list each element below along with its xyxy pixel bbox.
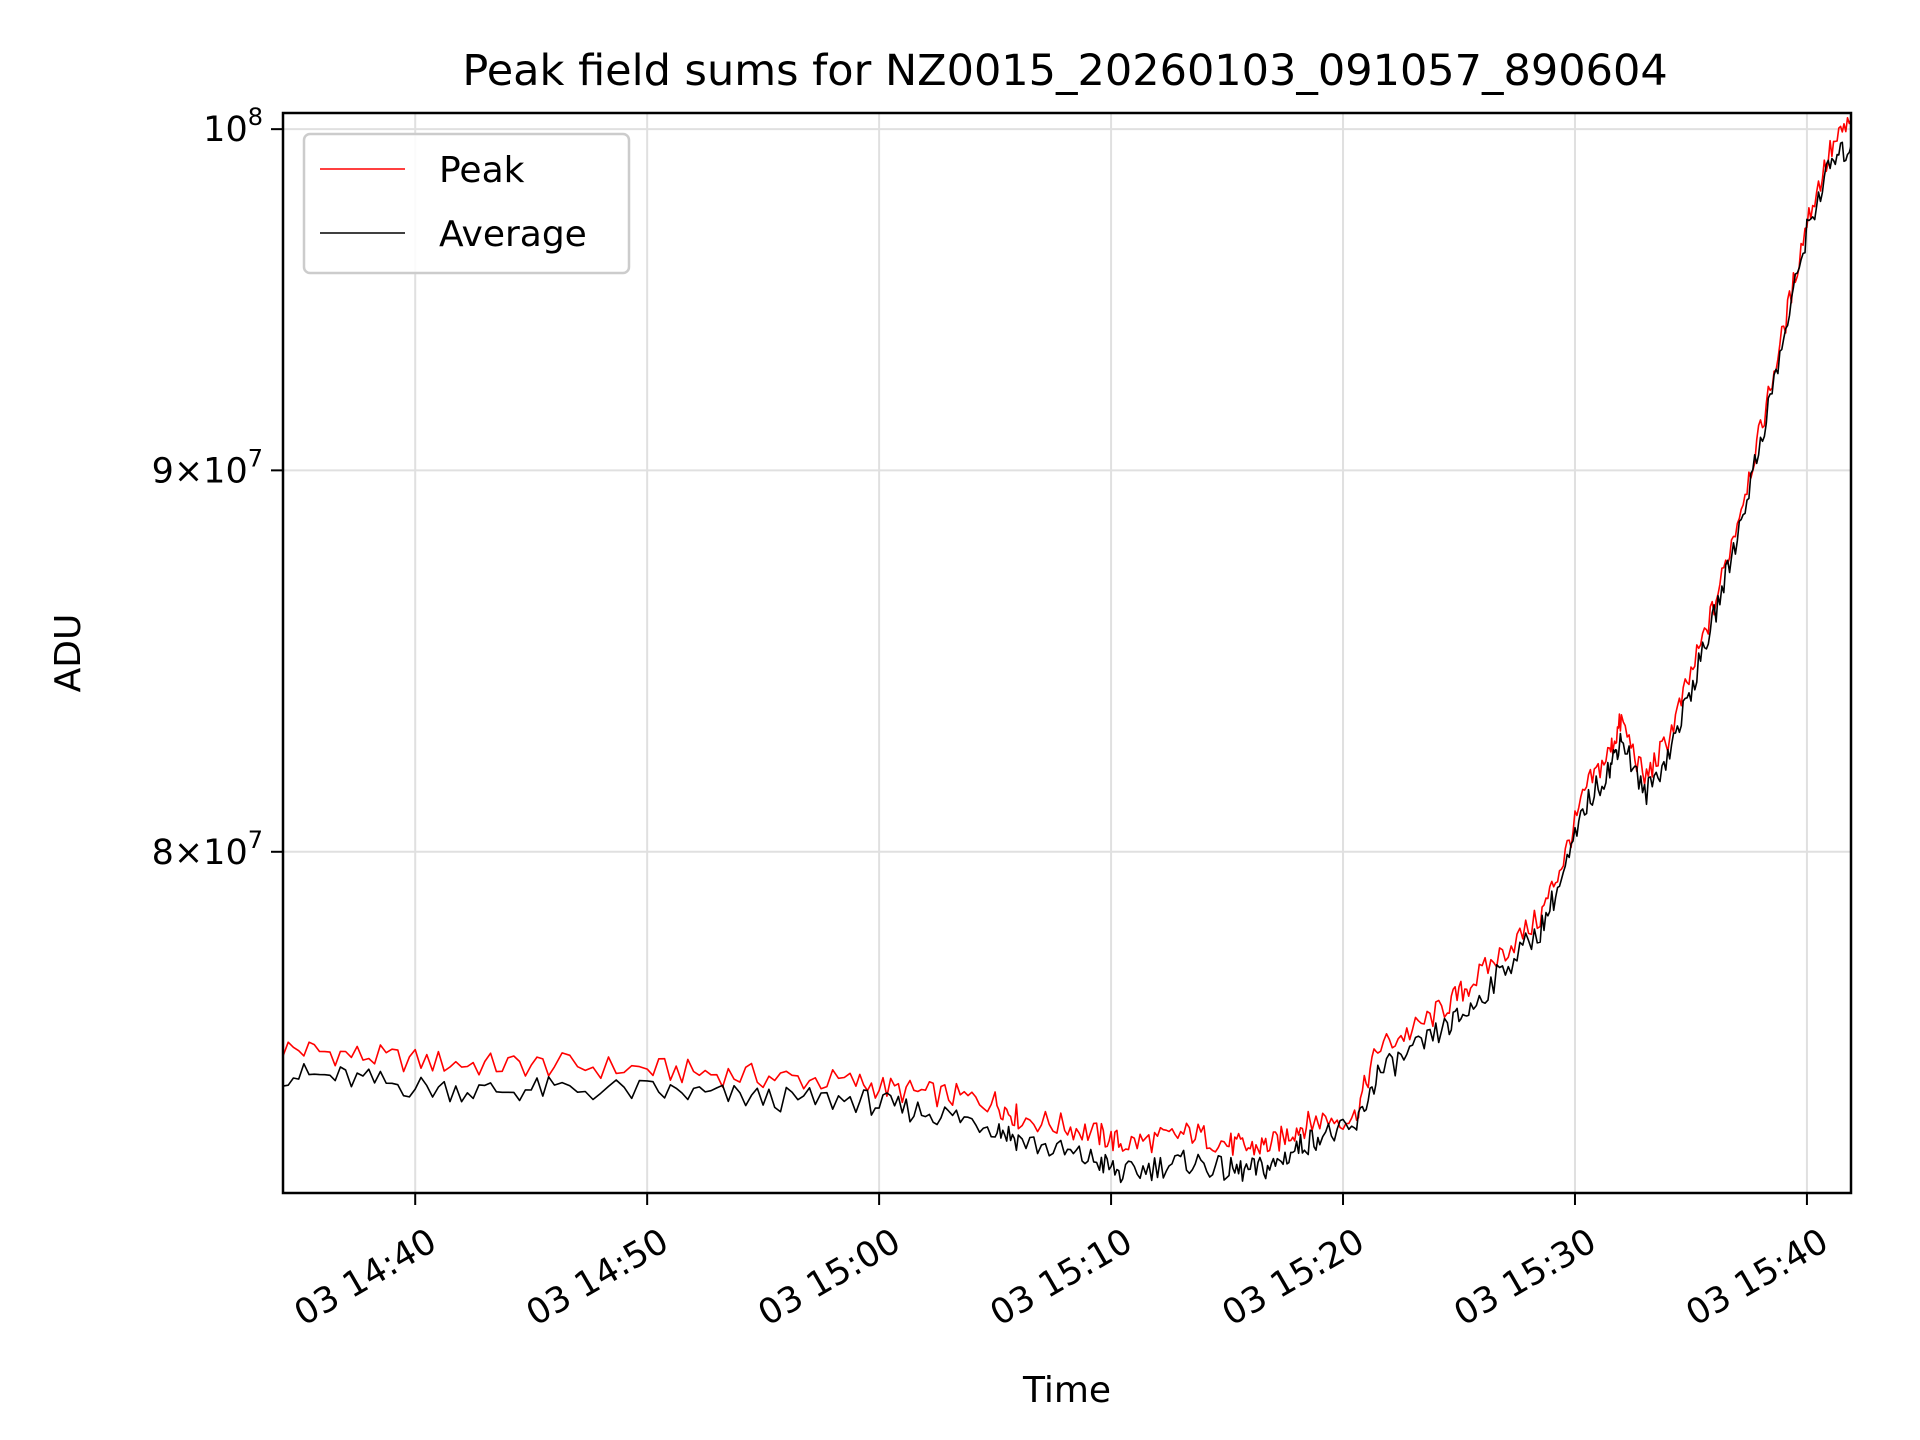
y-axis-title: ADU — [48, 614, 89, 693]
legend: Peak Average — [302, 132, 631, 275]
y-axis: 8×107 9×107 108 — [152, 103, 283, 873]
grid-layer — [283, 113, 1851, 1193]
series-layer — [283, 117, 1851, 1184]
series-line-peak — [283, 117, 1851, 1156]
y-tick-label: 9×107 — [152, 444, 263, 491]
y-tick-label: 8×107 — [152, 826, 263, 873]
chart-title: Peak field sums for NZ0015_20260103_0910… — [462, 46, 1667, 96]
legend-label-average: Average — [439, 214, 587, 255]
y-tick-label: 108 — [203, 103, 263, 150]
plot-frame — [281, 111, 1853, 1195]
legend-label-peak: Peak — [439, 150, 525, 191]
x-axis-title: Time — [1022, 1370, 1111, 1411]
series-line-average — [283, 141, 1851, 1184]
